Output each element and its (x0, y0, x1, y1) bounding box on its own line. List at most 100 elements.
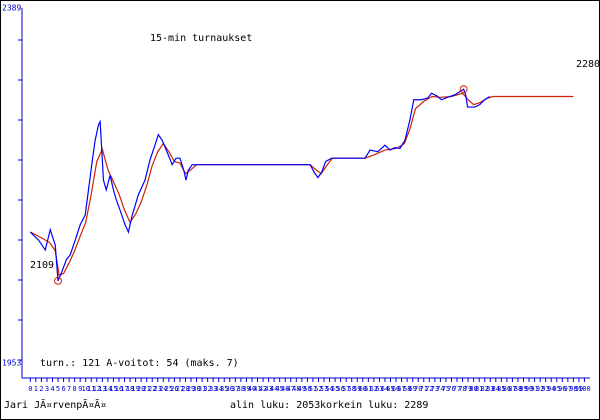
x-tick-label: 7 (67, 385, 71, 393)
x-tick-label: 18 (126, 385, 134, 393)
x-tick-label: 6 (61, 385, 65, 393)
x-tick-label: 53 (320, 385, 328, 393)
x-tick-label: 65 (386, 385, 394, 393)
x-tick-label: 80 (469, 385, 477, 393)
x-tick-label: 41 (253, 385, 261, 393)
x-tick-label: 46 (281, 385, 289, 393)
x-tick-label: 95 (553, 385, 561, 393)
x-tick-label: 60 (359, 385, 367, 393)
high: korkein luku: 2289 (320, 400, 428, 411)
x-tick-label: 24 (159, 385, 167, 393)
author: Jari JÃ¤rvenpÃ¤Ã¤ (4, 398, 106, 411)
x-tick-label: 38 (237, 385, 245, 393)
x-tick-label: 4 (50, 385, 54, 393)
x-tick-label: 86 (503, 385, 511, 393)
x-tick-label: 89 (519, 385, 527, 393)
x-tick-label: 82 (480, 385, 488, 393)
x-tick-label: 30 (192, 385, 200, 393)
x-tick-label: 3 (45, 385, 49, 393)
annotation: 2280 (576, 59, 600, 70)
x-tick-label: 49 (298, 385, 306, 393)
extreme-marker (54, 276, 63, 285)
x-tick-label: 88 (514, 385, 522, 393)
x-tick-label: 29 (187, 385, 195, 393)
x-tick-label: 78 (458, 385, 466, 393)
x-tick-label: 62 (370, 385, 378, 393)
x-tick-label: 26 (170, 385, 178, 393)
x-tick-label: 73 (431, 385, 439, 393)
x-tick-label: 81 (475, 385, 483, 393)
x-tick-label: 74 (436, 385, 444, 393)
x-tick-label: 45 (275, 385, 283, 393)
x-tick-label: 77 (453, 385, 461, 393)
x-tick-label: 91 (530, 385, 538, 393)
x-tick-label: 57 (342, 385, 350, 393)
x-tick-label: 13 (98, 385, 106, 393)
y-limit-label: 2389 (2, 4, 21, 13)
x-tick-label: 66 (392, 385, 400, 393)
x-tick-label: 39 (242, 385, 250, 393)
x-tick-label: 51 (309, 385, 317, 393)
x-tick-label: 76 (447, 385, 455, 393)
x-tick-label: 79 (464, 385, 472, 393)
x-tick-label: 50 (303, 385, 311, 393)
series-line (29, 88, 491, 282)
x-tick-label: 71 (420, 385, 428, 393)
x-tick-label: 12 (93, 385, 101, 393)
x-tick-label: 34 (215, 385, 223, 393)
x-tick-label: 27 (176, 385, 184, 393)
x-tick-label: 97 (564, 385, 572, 393)
x-tick-label: 47 (287, 385, 295, 393)
x-tick-label: 20 (137, 385, 145, 393)
stats: turn.: 121 A-voitot: 54 (maks. 7) (40, 358, 239, 369)
series-line (30, 92, 574, 276)
low: alin luku: 2053 (230, 400, 320, 411)
x-tick-label: 19 (131, 385, 139, 393)
x-tick-label: 70 (414, 385, 422, 393)
annotation: 2109 (30, 260, 54, 271)
x-tick-label: 84 (492, 385, 500, 393)
x-tick-label: 93 (541, 385, 549, 393)
x-tick-label: 28 (181, 385, 189, 393)
x-tick-label: 14 (104, 385, 112, 393)
x-tick-label: 56 (336, 385, 344, 393)
x-tick-label: 83 (486, 385, 494, 393)
x-tick-label: 58 (347, 385, 355, 393)
x-tick-label: 32 (203, 385, 211, 393)
x-tick-label: 8 (73, 385, 77, 393)
x-tick-label: 42 (259, 385, 267, 393)
x-tick-label: 72 (425, 385, 433, 393)
x-tick-label: 92 (536, 385, 544, 393)
x-tick-label: 90 (525, 385, 533, 393)
x-tick-label: 94 (547, 385, 555, 393)
x-tick-label: 44 (270, 385, 278, 393)
x-tick-label: 31 (198, 385, 206, 393)
x-tick-label: 85 (497, 385, 505, 393)
x-tick-label: 100 (578, 385, 591, 393)
x-tick-label: 96 (558, 385, 566, 393)
x-tick-label: 87 (508, 385, 516, 393)
x-tick-label: 98 (569, 385, 577, 393)
x-tick-label: 1 (34, 385, 38, 393)
x-tick-label: 36 (226, 385, 234, 393)
x-tick-label: 35 (220, 385, 228, 393)
x-tick-label: 99 (575, 385, 583, 393)
x-tick-label: 33 (209, 385, 217, 393)
x-tick-label: 64 (381, 385, 389, 393)
x-tick-label: 17 (120, 385, 128, 393)
extreme-marker (459, 85, 468, 94)
x-tick-label: 55 (331, 385, 339, 393)
x-tick-label: 69 (408, 385, 416, 393)
x-tick-label: 43 (264, 385, 272, 393)
x-tick-label: 15 (109, 385, 117, 393)
x-tick-label: 75 (442, 385, 450, 393)
chart-title: 15-min turnaukset (150, 33, 252, 44)
x-tick-label: 22 (148, 385, 156, 393)
x-tick-label: 63 (375, 385, 383, 393)
x-tick-label: 25 (165, 385, 173, 393)
x-tick-label: 9 (78, 385, 82, 393)
x-tick-label: 52 (314, 385, 322, 393)
x-tick-label: 2 (39, 385, 43, 393)
